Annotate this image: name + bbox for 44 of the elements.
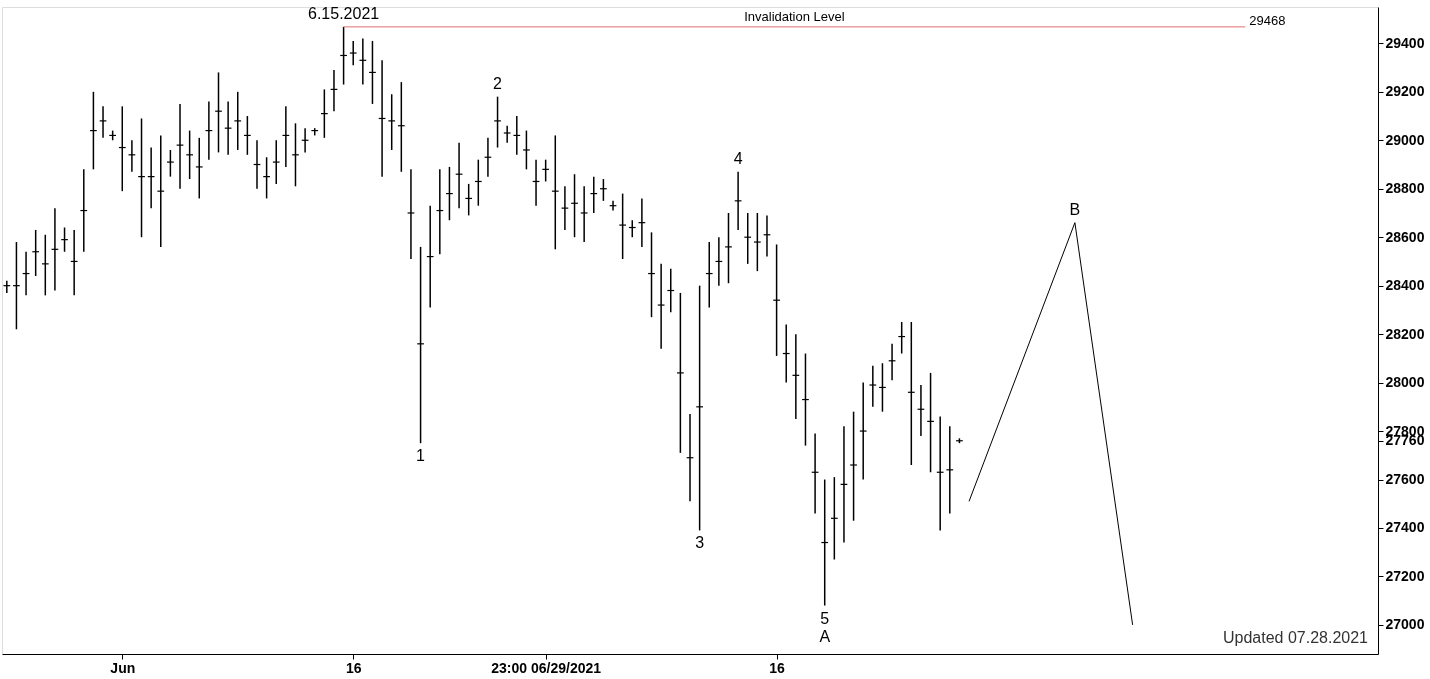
candlestick: [849, 410, 858, 522]
y-tick-label: 28600: [1385, 228, 1425, 245]
candlestick: [522, 129, 531, 171]
y-tick-label: 27000: [1385, 616, 1425, 633]
candlestick: [176, 103, 184, 190]
x-tick-label: 23:00 06/29/2021: [491, 659, 602, 676]
candlestick: [349, 40, 358, 66]
candlestick: [41, 234, 50, 297]
candlestick: [859, 381, 868, 481]
annotation: 5: [820, 609, 830, 627]
x-tick-label: 16: [345, 659, 362, 676]
annotation: A: [819, 627, 831, 645]
y-tick-label: 28400: [1385, 277, 1425, 294]
y-tick-label: 27600: [1385, 471, 1425, 488]
candlestick: [233, 91, 242, 151]
candlestick: [99, 105, 107, 139]
candlestick: [753, 212, 762, 272]
y-tick-label: 29200: [1385, 83, 1425, 100]
y-tick-label: 28800: [1385, 180, 1425, 197]
annotation: 1: [416, 447, 426, 465]
candlestick: [676, 292, 685, 454]
candlestick: [272, 139, 281, 185]
candlestick: [493, 95, 502, 149]
candlestick: [618, 192, 627, 260]
candlestick: [724, 212, 733, 284]
annotation: 29468: [1249, 12, 1286, 28]
annotation: Updated 07.28.2021: [1222, 629, 1369, 646]
y-tick-label: 28000: [1385, 374, 1425, 391]
candlestick: [387, 93, 396, 151]
annotation: 2: [493, 74, 503, 92]
y-tick-label: 27400: [1385, 519, 1425, 536]
annotation: 4: [733, 149, 743, 167]
y-tick-label: 28200: [1385, 325, 1425, 342]
candlestick: [195, 137, 204, 200]
annotation: B: [1069, 200, 1081, 218]
y-tick-label: 29000: [1385, 131, 1425, 148]
ref-line-label: Invalidation Level: [744, 8, 845, 24]
candlestick: [166, 149, 175, 178]
annotation: 6.15.2021: [308, 4, 380, 22]
y-tick-label: 29400: [1385, 34, 1425, 51]
x-tick-label: Jun: [110, 659, 136, 676]
annotation: 3: [695, 534, 705, 552]
y-tick-label: 27200: [1385, 567, 1425, 584]
x-tick-label: 16: [769, 659, 786, 676]
